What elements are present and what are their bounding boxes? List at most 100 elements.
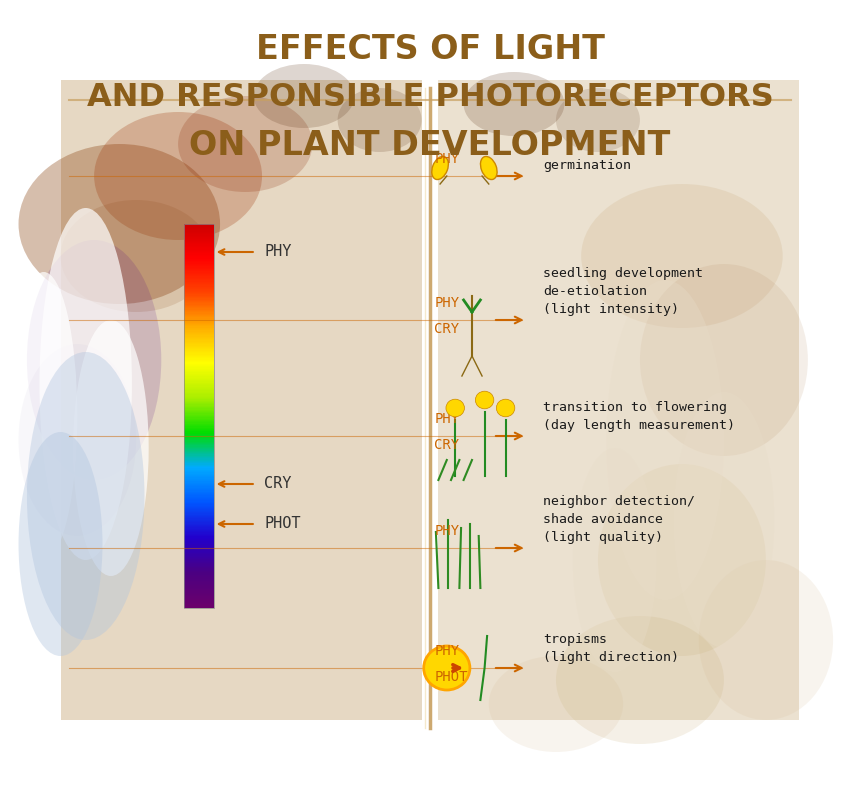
- Bar: [184, 271, 214, 273]
- Bar: [184, 288, 214, 290]
- Bar: [184, 482, 214, 484]
- Text: tropisms
(light direction): tropisms (light direction): [544, 633, 679, 664]
- Text: CRY: CRY: [434, 322, 459, 336]
- Bar: [184, 470, 214, 471]
- Text: neighbor detection/
shade avoidance
(light quality): neighbor detection/ shade avoidance (lig…: [544, 495, 696, 544]
- Bar: [184, 538, 214, 539]
- Text: germination: germination: [544, 159, 631, 172]
- Bar: [184, 591, 214, 593]
- Bar: [184, 314, 214, 315]
- Text: ON PLANT DEVELOPMENT: ON PLANT DEVELOPMENT: [189, 129, 671, 162]
- Bar: [184, 518, 214, 520]
- Bar: [184, 350, 214, 352]
- Bar: [184, 565, 214, 566]
- Bar: [184, 330, 214, 331]
- Bar: [184, 446, 214, 448]
- Ellipse shape: [73, 320, 149, 576]
- Bar: [184, 379, 214, 380]
- Bar: [184, 424, 214, 425]
- Bar: [184, 325, 214, 326]
- Text: EFFECTS OF LIGHT: EFFECTS OF LIGHT: [255, 33, 605, 66]
- Polygon shape: [60, 80, 421, 720]
- Bar: [184, 535, 214, 536]
- Bar: [184, 329, 214, 330]
- Bar: [184, 467, 214, 469]
- Bar: [184, 277, 214, 278]
- Bar: [184, 238, 214, 239]
- Bar: [184, 390, 214, 392]
- Bar: [184, 374, 214, 375]
- Bar: [184, 241, 214, 242]
- Bar: [184, 378, 214, 379]
- Bar: [184, 557, 214, 558]
- Bar: [184, 465, 214, 466]
- Bar: [184, 284, 214, 286]
- Bar: [184, 517, 214, 518]
- Bar: [184, 410, 214, 411]
- Bar: [184, 542, 214, 544]
- Bar: [184, 443, 214, 444]
- Bar: [184, 457, 214, 458]
- Bar: [184, 444, 214, 446]
- Bar: [184, 258, 214, 260]
- Bar: [184, 425, 214, 426]
- Text: AND RESPONSIBLE PHOTORECEPTORS: AND RESPONSIBLE PHOTORECEPTORS: [87, 82, 773, 113]
- Bar: [184, 230, 214, 232]
- Bar: [184, 437, 214, 438]
- Bar: [184, 498, 214, 499]
- Bar: [184, 507, 214, 508]
- Bar: [184, 480, 214, 482]
- Bar: [184, 562, 214, 563]
- Bar: [184, 540, 214, 542]
- Text: PHY: PHY: [264, 245, 292, 259]
- Bar: [184, 546, 214, 548]
- Bar: [184, 452, 214, 453]
- Bar: [184, 593, 214, 594]
- Bar: [184, 242, 214, 243]
- Bar: [184, 427, 214, 429]
- Bar: [184, 471, 214, 472]
- Bar: [184, 363, 214, 365]
- Bar: [184, 563, 214, 565]
- Bar: [184, 269, 214, 270]
- Ellipse shape: [338, 88, 421, 152]
- Bar: [184, 388, 214, 389]
- Bar: [184, 442, 214, 443]
- Bar: [184, 597, 214, 598]
- Text: PHOT: PHOT: [434, 670, 468, 684]
- Bar: [184, 316, 214, 318]
- Bar: [184, 333, 214, 334]
- Ellipse shape: [581, 184, 783, 328]
- Bar: [184, 411, 214, 412]
- Bar: [184, 346, 214, 347]
- Bar: [184, 283, 214, 284]
- Ellipse shape: [10, 272, 77, 560]
- Bar: [184, 426, 214, 427]
- Bar: [184, 463, 214, 465]
- Text: CRY: CRY: [434, 438, 459, 452]
- Bar: [184, 512, 214, 514]
- Bar: [184, 397, 214, 398]
- Bar: [184, 328, 214, 329]
- Bar: [184, 604, 214, 606]
- Bar: [184, 490, 214, 491]
- Bar: [184, 599, 214, 600]
- Bar: [184, 510, 214, 512]
- Bar: [184, 229, 214, 230]
- Bar: [184, 416, 214, 418]
- Bar: [184, 462, 214, 463]
- Bar: [184, 440, 214, 442]
- Bar: [184, 582, 214, 584]
- Text: CRY: CRY: [264, 477, 292, 491]
- Bar: [184, 302, 214, 303]
- Bar: [184, 439, 214, 440]
- Bar: [184, 469, 214, 470]
- Bar: [184, 338, 214, 339]
- Text: PHY: PHY: [434, 645, 459, 658]
- Bar: [184, 224, 214, 608]
- Bar: [184, 589, 214, 590]
- Bar: [184, 367, 214, 369]
- Ellipse shape: [40, 208, 132, 560]
- Bar: [184, 453, 214, 454]
- Bar: [184, 331, 214, 333]
